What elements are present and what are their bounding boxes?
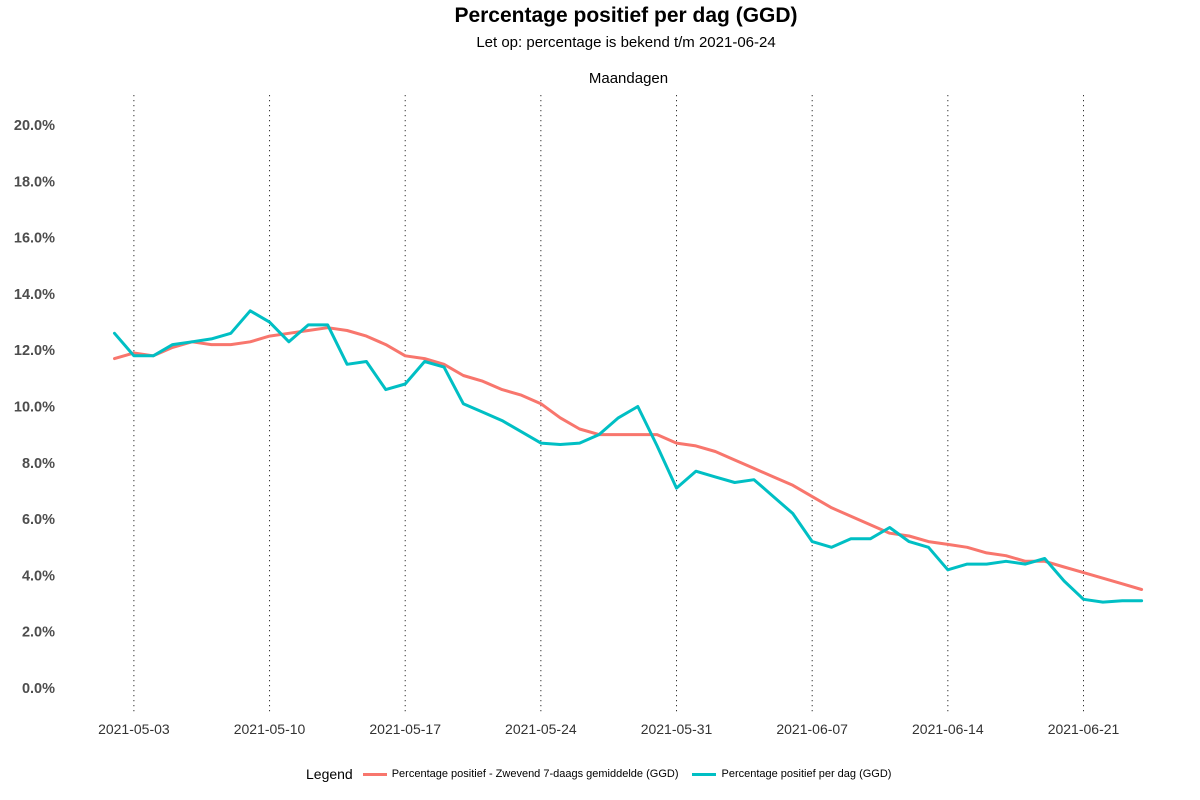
y-tick-label: 18.0% [14, 174, 55, 190]
chart-subtitle: Let op: percentage is bekend t/m 2021-06… [476, 34, 776, 51]
y-tick-label: 8.0% [22, 456, 55, 472]
y-tick-label: 0.0% [22, 681, 55, 697]
y-tick-label: 20.0% [14, 118, 55, 134]
y-tick-label: 4.0% [22, 568, 55, 584]
y-tick-label: 10.0% [14, 400, 55, 416]
legend: Legend Percentage positief - Zwevend 7-d… [306, 764, 905, 784]
y-tick-label: 16.0% [14, 231, 55, 247]
y-tick-label: 6.0% [22, 512, 55, 528]
legend-title: Legend [306, 766, 353, 782]
series-line-moving-average [113, 326, 1144, 591]
x-tick-label: 2021-05-24 [505, 721, 577, 737]
x-tick-label: 2021-06-14 [912, 721, 984, 737]
y-tick-label: 2.0% [22, 625, 55, 641]
x-tick-label: 2021-06-07 [776, 721, 848, 737]
x-tick-label: 2021-05-10 [234, 721, 306, 737]
legend-swatch-moving-average [362, 772, 387, 776]
legend-item-daily: Percentage positief per dag (GGD) [692, 768, 891, 780]
chart-title: Percentage positief per dag (GGD) [454, 4, 798, 27]
top-axis-label: Maandagen [588, 70, 669, 87]
legend-label-daily: Percentage positief per dag (GGD) [721, 768, 892, 780]
x-tick-label: 2021-05-03 [98, 721, 170, 737]
legend-swatch-daily [692, 772, 717, 776]
x-tick-label: 2021-05-17 [369, 721, 441, 737]
y-tick-label: 12.0% [14, 343, 55, 359]
y-tick-label: 14.0% [14, 287, 55, 303]
series-line-daily [113, 309, 1144, 604]
x-tick-label: 2021-06-21 [1048, 721, 1120, 737]
legend-item-moving-average: Percentage positief - Zwevend 7-daags ge… [362, 768, 679, 780]
legend-label-moving-average: Percentage positief - Zwevend 7-daags ge… [391, 768, 679, 780]
x-tick-label: 2021-05-31 [641, 721, 713, 737]
